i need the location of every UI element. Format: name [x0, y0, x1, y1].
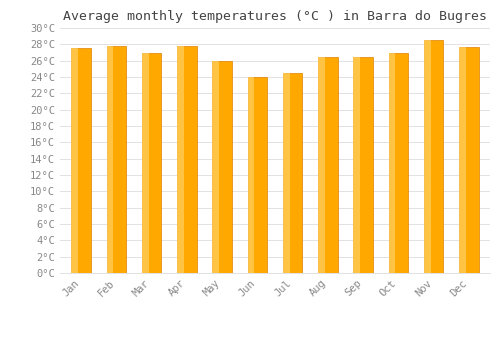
- Bar: [388, 52, 396, 273]
- Bar: [248, 77, 254, 273]
- Title: Average monthly temperatures (°C ) in Barra do Bugres: Average monthly temperatures (°C ) in Ba…: [63, 10, 487, 23]
- Bar: [177, 46, 197, 273]
- Bar: [72, 48, 78, 273]
- Bar: [424, 40, 430, 273]
- Bar: [212, 61, 232, 273]
- Bar: [106, 46, 114, 273]
- Bar: [388, 52, 408, 273]
- Bar: [424, 40, 444, 273]
- Bar: [318, 57, 325, 273]
- Bar: [283, 73, 302, 273]
- Bar: [142, 52, 148, 273]
- Bar: [354, 57, 360, 273]
- Bar: [212, 61, 219, 273]
- Bar: [354, 57, 373, 273]
- Bar: [248, 77, 267, 273]
- Bar: [106, 46, 126, 273]
- Bar: [142, 52, 162, 273]
- Bar: [459, 47, 466, 273]
- Bar: [177, 46, 184, 273]
- Bar: [318, 57, 338, 273]
- Bar: [72, 48, 91, 273]
- Bar: [283, 73, 290, 273]
- Bar: [459, 47, 478, 273]
